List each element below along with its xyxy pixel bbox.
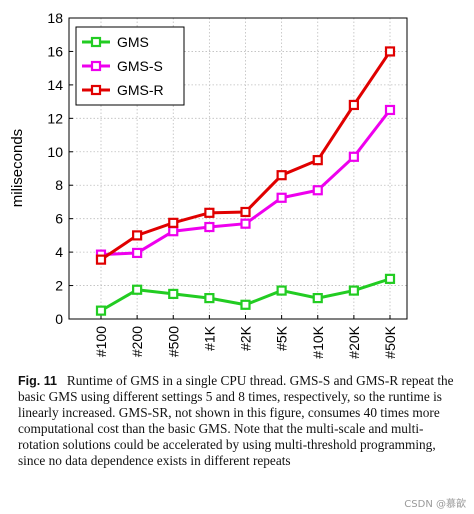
y-tick-label: 12 — [47, 110, 63, 126]
data-point-gms-s — [312, 185, 323, 196]
data-point-gms-r — [240, 206, 251, 218]
data-point-gms-r — [168, 217, 179, 228]
x-tick-label: #500 — [165, 326, 181, 357]
data-point-gms-s — [132, 247, 143, 259]
plot-frame — [68, 17, 408, 320]
data-point-gms-r — [312, 155, 323, 166]
x-tick-label: #50K — [382, 325, 398, 358]
legend-label-gms-s: GMS-S — [117, 58, 163, 74]
data-point-gms-r — [276, 170, 287, 181]
data-point-gms-s — [204, 221, 215, 233]
series-group — [95, 46, 396, 316]
y-tick-label: 4 — [55, 244, 63, 260]
legend-label-gms: GMS — [117, 34, 149, 50]
y-tick-label: 2 — [55, 278, 63, 294]
data-point-gms — [276, 285, 287, 296]
x-tick-label: #2K — [238, 325, 254, 351]
legend: GMS GMS-S GMS-R — [75, 26, 185, 106]
data-point-gms — [240, 299, 251, 310]
y-tick-labels: 0 2 4 6 8 10 12 14 16 18 — [47, 10, 63, 327]
data-point-gms-s — [348, 151, 359, 162]
data-point-gms — [95, 305, 107, 316]
data-point-gms-r — [384, 46, 396, 57]
data-point-gms-s — [240, 218, 251, 229]
legend-marker-gms-s — [90, 60, 102, 72]
x-tick-label: #100 — [93, 326, 109, 357]
y-tick-label: 8 — [55, 177, 63, 193]
data-point-gms-r — [348, 99, 359, 111]
x-tick-labels: #100 #200 #500 #1K #2K #5K #10K #20K #50K — [93, 325, 398, 358]
x-tick-label: #5K — [274, 325, 290, 351]
y-tick-label: 14 — [47, 77, 63, 93]
data-point-gms — [384, 273, 396, 284]
data-point-gms — [312, 292, 323, 304]
data-point-gms — [348, 285, 359, 296]
data-point-gms — [132, 284, 143, 295]
legend-label-gms-r: GMS-R — [117, 82, 164, 98]
legend-marker-gms — [90, 36, 102, 48]
data-point-gms-s — [168, 226, 179, 237]
y-tick-label: 6 — [55, 211, 63, 227]
x-tick-label: #1K — [201, 325, 217, 351]
data-point-gms-r — [132, 230, 143, 241]
x-tick-label: #20K — [346, 325, 362, 358]
data-point-gms — [204, 292, 215, 304]
figure-caption: Fig. 11 Runtime of GMS in a single CPU t… — [18, 373, 460, 469]
y-tick-label: 0 — [55, 311, 63, 327]
data-point-gms-s — [384, 104, 396, 116]
data-point-gms — [168, 288, 179, 300]
y-tick-label: 10 — [47, 144, 63, 160]
legend-marker-gms-r — [90, 84, 102, 96]
figure-number: Fig. 11 — [18, 374, 57, 388]
watermark: CSDN @慕歆 — [404, 499, 466, 510]
axes — [68, 17, 408, 320]
y-tick-label: 18 — [47, 10, 63, 26]
y-tick-label: 16 — [47, 43, 63, 59]
data-point-gms-r — [204, 207, 215, 218]
data-point-gms-s — [276, 192, 287, 203]
x-tick-label: #200 — [129, 326, 145, 357]
y-axis-label: miliseconds — [9, 129, 26, 207]
data-point-gms-r — [95, 254, 107, 265]
caption-text: Runtime of GMS in a single CPU thread. G… — [18, 373, 454, 468]
x-tick-label: #10K — [310, 325, 326, 358]
